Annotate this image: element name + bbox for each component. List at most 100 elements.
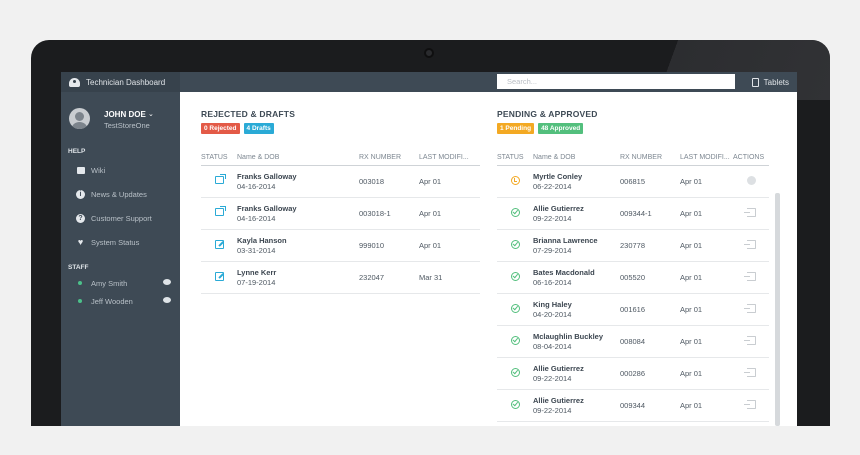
scrollbar[interactable]	[775, 193, 780, 426]
staff-item-jeff[interactable]: Jeff Wooden	[61, 292, 180, 310]
chat-icon[interactable]	[163, 279, 171, 285]
name-cell: Franks Galloway 04-16-2014	[237, 165, 359, 198]
name-cell: King Haley 04-20-2014	[533, 293, 620, 326]
edit-icon	[214, 271, 224, 281]
patient-name: Lynne Kerr	[237, 267, 277, 277]
sidebar-item-label: News & Updates	[91, 189, 147, 199]
sidebar-item-news[interactable]: i News & Updates	[61, 182, 180, 206]
patient-name: Allie Gutierrez	[533, 363, 584, 373]
sign-in-icon[interactable]	[743, 399, 756, 409]
status-cell	[201, 261, 237, 294]
check-circle-icon	[510, 239, 520, 249]
rx-cell: 005520	[620, 261, 680, 294]
table-row[interactable]: Lynne Kerr 07-19-2014 232047 Mar 31	[201, 261, 480, 294]
laptop-bezel: Technician Dashboard Tablets JOHN DOE ⌄ …	[31, 40, 830, 426]
search-input[interactable]	[497, 74, 735, 89]
table-row[interactable]: Franks Galloway 04-16-2014 003018-1 Apr 0…	[201, 197, 480, 230]
check-circle-icon	[510, 271, 520, 281]
col-name[interactable]: Name & DOB	[533, 151, 620, 166]
table-row[interactable]: Kayla Hanson 03-31-2014 999010 Apr 01	[201, 229, 480, 262]
staff-item-amy[interactable]: Amy Smith	[61, 274, 180, 292]
rejected-badge[interactable]: 0 Rejected	[201, 123, 240, 134]
modified-cell: Apr 01	[680, 293, 733, 326]
table-row[interactable]: King Haley 04-20-2014 001616 Apr 01	[497, 293, 769, 326]
sign-in-icon[interactable]	[743, 335, 756, 345]
name-cell: Mclaughlin Buckley 08-04-2014	[533, 325, 620, 358]
pending-badge[interactable]: 1 Pending	[497, 123, 535, 134]
table-row[interactable]: Allie Gutierrez 09-22-2014 009344-1 Apr 0…	[497, 197, 769, 230]
status-cell	[497, 229, 533, 262]
check-circle-icon	[510, 367, 520, 377]
patient-dob: 06-22-2014	[533, 181, 572, 191]
user-store: TestStoreOne	[104, 121, 150, 130]
patient-name: Kayla Hanson	[237, 235, 287, 245]
patient-name: King Haley	[533, 299, 572, 309]
status-cell	[497, 261, 533, 294]
col-modified[interactable]: LAST MODIFI...	[680, 151, 733, 166]
modified-cell: Apr 01	[419, 165, 480, 198]
rejected-table: STATUS Name & DOB RX NUMBER LAST MODIFI.…	[201, 151, 480, 294]
online-dot-icon	[78, 299, 82, 303]
table-row[interactable]: Myrtle Conley 06-22-2014 006815 Apr 01	[497, 165, 769, 198]
col-name[interactable]: Name & DOB	[237, 151, 359, 166]
modified-cell: Mar 31	[419, 261, 480, 294]
action-cell	[733, 357, 769, 390]
patient-dob: 09-22-2014	[533, 373, 572, 383]
table-row[interactable]: Brianna Lawrence 07-29-2014 230778 Apr 01	[497, 229, 769, 262]
check-circle-icon	[510, 207, 520, 217]
col-status[interactable]: STATUS	[201, 151, 237, 166]
edit-icon	[214, 239, 224, 249]
sidebar-item-status[interactable]: ♥ System Status	[61, 230, 180, 254]
pending-approved-panel: PENDING & APPROVED 1 Pending 48 Approved…	[497, 92, 777, 422]
col-status[interactable]: STATUS	[497, 151, 533, 166]
col-modified[interactable]: LAST MODIFI...	[419, 151, 480, 166]
table-row[interactable]: Allie Gutierrez 09-22-2014 009344 Apr 01	[497, 389, 769, 422]
name-cell: Lynne Kerr 07-19-2014	[237, 261, 359, 294]
col-rx[interactable]: RX NUMBER	[620, 151, 680, 166]
sign-in-icon[interactable]	[743, 271, 756, 281]
chevron-down-icon[interactable]: ⌄	[148, 111, 154, 118]
approved-badge[interactable]: 48 Approved	[538, 123, 584, 134]
rx-cell: 999010	[359, 229, 419, 262]
user-menu[interactable]: JOHN DOE ⌄ TestStoreOne	[61, 92, 180, 140]
sidebar-item-support[interactable]: ? Customer Support	[61, 206, 180, 230]
table-row[interactable]: Bates Macdonald 06-16-2014 005520 Apr 01	[497, 261, 769, 294]
col-rx[interactable]: RX NUMBER	[359, 151, 419, 166]
status-cell	[201, 165, 237, 198]
patient-name: Myrtle Conley	[533, 171, 583, 181]
share-icon	[214, 174, 226, 184]
staff-name: Amy Smith	[91, 278, 128, 288]
status-cell	[497, 165, 533, 198]
rx-cell: 230778	[620, 229, 680, 262]
question-icon: ?	[76, 213, 85, 223]
sign-in-icon[interactable]	[743, 207, 756, 217]
chat-icon[interactable]	[163, 297, 171, 303]
sign-in-icon[interactable]	[743, 239, 756, 249]
patient-dob: 07-19-2014	[237, 277, 276, 287]
table-row[interactable]: Allie Gutierrez 09-22-2014 000286 Apr 01	[497, 357, 769, 390]
table-row[interactable]: Mclaughlin Buckley 08-04-2014 008084 Apr …	[497, 325, 769, 358]
rx-cell: 008084	[620, 325, 680, 358]
sign-in-icon[interactable]	[743, 303, 756, 313]
action-cell	[733, 197, 769, 230]
patient-dob: 06-16-2014	[533, 277, 572, 287]
patient-name: Allie Gutierrez	[533, 395, 584, 405]
sidebar-item-wiki[interactable]: Wiki	[61, 158, 180, 182]
modified-cell: Apr 01	[680, 357, 733, 390]
drafts-badge[interactable]: 4 Drafts	[243, 123, 274, 134]
patient-name: Franks Galloway	[237, 171, 297, 181]
info-icon[interactable]	[746, 175, 756, 185]
panel-title: PENDING & APPROVED	[497, 109, 598, 119]
tablets-button[interactable]: Tablets	[751, 72, 789, 92]
col-actions: ACTIONS	[733, 151, 769, 166]
brand[interactable]: Technician Dashboard	[61, 72, 180, 92]
status-cell	[497, 325, 533, 358]
sidebar-item-label: Wiki	[91, 165, 106, 175]
sign-in-icon[interactable]	[743, 367, 756, 377]
table-row[interactable]: Franks Galloway 04-16-2014 003018 Apr 01	[201, 165, 480, 198]
rx-cell: 232047	[359, 261, 419, 294]
modified-cell: Apr 01	[680, 229, 733, 262]
action-cell	[733, 389, 769, 422]
book-icon	[76, 166, 85, 175]
